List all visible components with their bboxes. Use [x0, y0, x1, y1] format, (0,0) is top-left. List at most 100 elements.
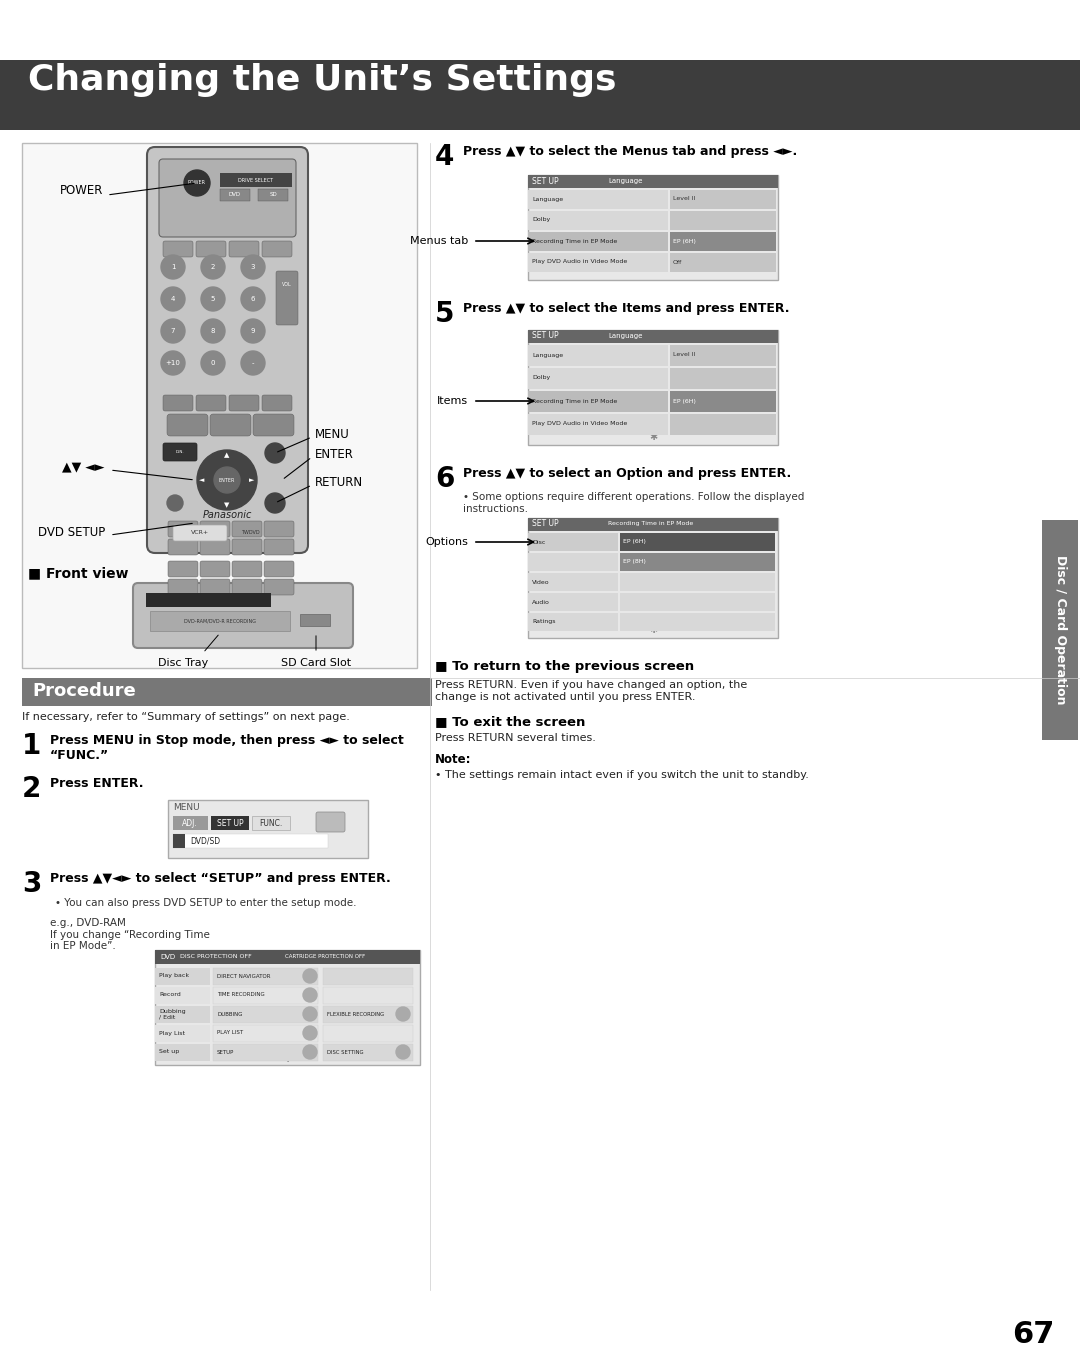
Text: 67: 67: [1013, 1319, 1055, 1349]
Text: • The settings remain intact even if you switch the unit to standby.: • The settings remain intact even if you…: [435, 770, 809, 780]
Bar: [528, 345, 669, 367]
Text: 7: 7: [171, 328, 175, 334]
Bar: [1042, 521, 1078, 740]
Text: Video: Video: [532, 579, 550, 585]
Bar: [213, 1044, 318, 1060]
Text: Dolby: Dolby: [532, 375, 550, 380]
Text: 8: 8: [211, 328, 215, 334]
Bar: [156, 950, 420, 964]
FancyBboxPatch shape: [264, 521, 294, 537]
Text: DVD SETUP: DVD SETUP: [38, 526, 105, 540]
Bar: [528, 518, 778, 638]
Bar: [0, 60, 1080, 129]
Text: 3: 3: [22, 870, 41, 898]
Bar: [620, 572, 775, 592]
Circle shape: [161, 255, 185, 279]
Circle shape: [303, 1007, 318, 1021]
Text: EP (6H): EP (6H): [623, 540, 646, 544]
Bar: [258, 189, 288, 200]
Text: Record: Record: [159, 992, 180, 998]
Text: ■ To exit the screen: ■ To exit the screen: [435, 716, 585, 728]
Text: ◄: ◄: [200, 477, 205, 483]
Bar: [22, 677, 432, 706]
Bar: [670, 414, 777, 435]
Text: Press ▲▼ to select an Option and press ENTER.: Press ▲▼ to select an Option and press E…: [463, 468, 792, 480]
Text: 6: 6: [251, 296, 255, 303]
Text: POWER: POWER: [188, 180, 206, 185]
Text: 5: 5: [435, 300, 455, 328]
Bar: [323, 1006, 413, 1024]
Circle shape: [201, 319, 225, 343]
Circle shape: [184, 170, 210, 196]
Text: MENU: MENU: [173, 803, 200, 812]
Circle shape: [265, 443, 285, 463]
Bar: [213, 987, 318, 1005]
Text: EP (8H): EP (8H): [623, 559, 646, 564]
Bar: [528, 174, 778, 188]
Text: 5: 5: [211, 296, 215, 303]
Text: ✱: ✱: [283, 1054, 292, 1065]
FancyBboxPatch shape: [163, 395, 193, 412]
Text: D.N.: D.N.: [176, 450, 185, 454]
Text: VCR+: VCR+: [191, 530, 210, 536]
Text: ADJ.: ADJ.: [183, 819, 198, 827]
Text: Recording Time in EP Mode: Recording Time in EP Mode: [532, 239, 618, 244]
Bar: [528, 174, 778, 279]
Bar: [528, 593, 618, 611]
Text: ▼: ▼: [225, 502, 230, 508]
Text: 2: 2: [22, 776, 41, 803]
Bar: [528, 414, 669, 435]
Bar: [252, 816, 291, 830]
Text: Disc: Disc: [532, 540, 545, 544]
Text: Recording Time in EP Mode: Recording Time in EP Mode: [532, 398, 618, 403]
Text: EP (6H): EP (6H): [673, 239, 696, 244]
Bar: [323, 1025, 413, 1041]
Text: SD: SD: [269, 192, 276, 198]
FancyBboxPatch shape: [163, 443, 197, 461]
Text: Play List: Play List: [159, 1030, 185, 1036]
FancyBboxPatch shape: [200, 579, 230, 596]
Text: Set up: Set up: [159, 1050, 179, 1055]
FancyBboxPatch shape: [168, 538, 198, 555]
FancyBboxPatch shape: [200, 521, 230, 537]
Bar: [150, 611, 291, 631]
Circle shape: [201, 352, 225, 375]
Text: ✱: ✱: [649, 626, 657, 635]
Text: 2: 2: [211, 264, 215, 270]
Text: 1: 1: [22, 732, 41, 761]
Text: DISC SETTING: DISC SETTING: [327, 1050, 364, 1055]
Text: Language: Language: [608, 179, 643, 184]
Text: DVD/SD: DVD/SD: [190, 837, 220, 845]
FancyBboxPatch shape: [262, 395, 292, 412]
Text: Level II: Level II: [673, 196, 696, 202]
Bar: [156, 1044, 210, 1060]
Circle shape: [303, 1045, 318, 1059]
FancyBboxPatch shape: [195, 241, 226, 258]
Text: 6: 6: [435, 465, 455, 493]
Text: 3: 3: [251, 264, 255, 270]
Text: Disc / Card Operation: Disc / Card Operation: [1053, 555, 1067, 705]
FancyBboxPatch shape: [316, 812, 345, 831]
FancyBboxPatch shape: [229, 241, 259, 258]
Bar: [146, 593, 271, 607]
Text: DUBBING: DUBBING: [217, 1011, 243, 1017]
Text: Level II: Level II: [673, 353, 696, 357]
Bar: [528, 518, 778, 532]
Bar: [670, 368, 777, 388]
Text: Press ▲▼◄► to select “SETUP” and press ENTER.: Press ▲▼◄► to select “SETUP” and press E…: [50, 872, 391, 885]
Text: 4: 4: [171, 296, 175, 303]
Bar: [620, 533, 775, 551]
Text: Recording Time in EP Mode: Recording Time in EP Mode: [608, 522, 693, 526]
Bar: [220, 189, 249, 200]
Bar: [528, 572, 618, 592]
Bar: [0, 0, 1080, 60]
Bar: [670, 189, 777, 209]
Text: ENTER: ENTER: [219, 477, 235, 483]
Circle shape: [197, 450, 257, 510]
Text: ▲▼ ◄►: ▲▼ ◄►: [63, 461, 105, 473]
Text: ►: ►: [249, 477, 255, 483]
FancyBboxPatch shape: [168, 562, 198, 577]
Bar: [173, 834, 328, 848]
Bar: [211, 816, 249, 830]
Bar: [528, 330, 778, 343]
